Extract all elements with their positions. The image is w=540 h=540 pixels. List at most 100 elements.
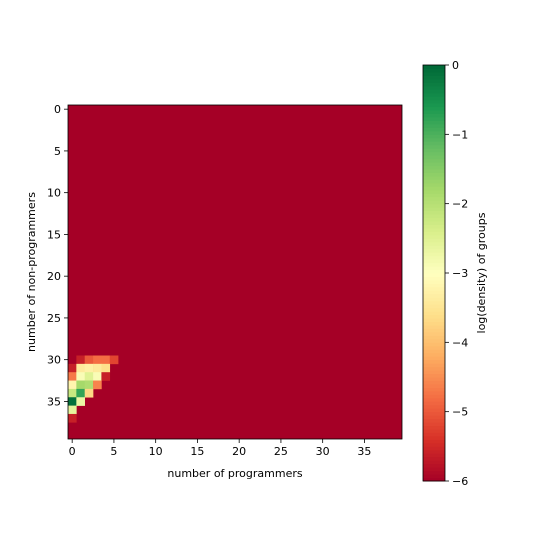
y-tick-label: 35	[47, 395, 61, 408]
colorbar-segment	[423, 331, 445, 336]
colorbar-segment	[423, 259, 445, 264]
colorbar-segment	[423, 470, 445, 475]
colorbar-tick-label: −5	[452, 406, 468, 419]
colorbar-label: log(density) of groups	[475, 212, 488, 333]
colorbar-segment	[423, 283, 445, 288]
colorbar-segment	[423, 241, 445, 246]
heatmap	[67, 104, 403, 440]
colorbar-segment	[423, 127, 445, 132]
colorbar-segment	[423, 373, 445, 378]
heatmap-cell	[109, 355, 119, 365]
colorbar-segment	[423, 110, 445, 115]
colorbar-segment	[423, 65, 445, 69]
heatmap-cell	[93, 355, 102, 365]
colorbar-segment	[423, 134, 445, 139]
colorbar-segment	[423, 172, 445, 177]
y-tick-label: 25	[47, 312, 61, 325]
colorbar-segment	[423, 158, 445, 163]
y-tick-label: 10	[47, 187, 61, 200]
colorbar-segment	[423, 193, 445, 198]
heatmap-cell	[84, 388, 94, 398]
heatmap-cell	[84, 355, 94, 365]
colorbar-segment	[423, 363, 445, 368]
colorbar-segment	[423, 297, 445, 302]
heatmap-cell	[84, 380, 94, 390]
colorbar-segment	[423, 349, 445, 354]
colorbar-segment	[423, 342, 445, 347]
colorbar-tick-label: −3	[452, 267, 468, 280]
colorbar-segment	[423, 356, 445, 361]
colorbar-segment	[423, 210, 445, 215]
heatmap-cell	[84, 363, 94, 373]
colorbar-segment	[423, 377, 445, 381]
x-tick-label: 5	[110, 445, 117, 458]
heatmap-cell	[68, 388, 77, 398]
colorbar-segment	[423, 123, 445, 128]
colorbar-segment	[423, 71, 445, 76]
heatmap-cell	[68, 413, 77, 423]
colorbar-segment	[423, 99, 445, 104]
colorbar-segment	[423, 449, 445, 454]
heatmap-cell	[101, 355, 111, 365]
colorbar-segment	[423, 439, 445, 444]
colorbar-segment	[423, 227, 445, 232]
colorbar-segment	[423, 401, 445, 406]
colorbar-segment	[423, 415, 445, 420]
colorbar-segment	[423, 92, 445, 97]
colorbar-tick-label: 0	[452, 59, 459, 72]
colorbar-segment	[423, 148, 445, 153]
colorbar-segment	[423, 151, 445, 156]
colorbar-segment	[423, 75, 445, 80]
colorbar-segment	[423, 144, 445, 149]
colorbar-segment	[423, 276, 445, 281]
colorbar-tick-label: −2	[452, 198, 468, 211]
colorbar-segment	[423, 435, 445, 440]
colorbar-segment	[423, 425, 445, 430]
y-tick-label: 15	[47, 228, 61, 241]
colorbar-segment	[423, 165, 445, 170]
heatmap-cell	[93, 372, 102, 381]
colorbar-tick-label: −4	[452, 336, 468, 349]
colorbar-segment	[423, 314, 445, 319]
heatmap-cell	[76, 397, 85, 406]
colorbar-segment	[423, 300, 445, 305]
colorbar-segment	[423, 304, 445, 309]
colorbar-segment	[423, 96, 445, 101]
colorbar-segment	[423, 293, 445, 298]
colorbar-segment	[423, 335, 445, 340]
colorbar-segment	[423, 106, 445, 111]
colorbar-segment	[423, 394, 445, 399]
colorbar-segment	[423, 380, 445, 385]
colorbar-segment	[423, 248, 445, 253]
colorbar-segment	[423, 467, 445, 472]
colorbar-segment	[423, 162, 445, 167]
heatmap-cell	[76, 372, 85, 381]
colorbar-segment	[423, 214, 445, 219]
heatmap-cell	[76, 363, 85, 373]
colorbar-segment	[423, 175, 445, 180]
colorbar-segment	[423, 217, 445, 222]
y-axis: 0 5 10 15 20 25 30 35	[47, 103, 68, 408]
colorbar-segment	[423, 477, 445, 482]
colorbar-segment	[423, 186, 445, 191]
heatmap-cell	[68, 355, 77, 365]
colorbar-segment	[423, 189, 445, 194]
colorbar-segment	[423, 446, 445, 451]
colorbar-segment	[423, 137, 445, 142]
colorbar-segment	[423, 345, 445, 350]
heatmap-cell	[101, 363, 111, 373]
colorbar-segment	[423, 207, 445, 212]
y-tick-label: 5	[54, 145, 61, 158]
colorbar-segment	[423, 113, 445, 118]
heatmap-cell	[68, 405, 77, 415]
colorbar-segment	[423, 269, 445, 274]
colorbar-segment	[423, 203, 445, 208]
colorbar-segment	[423, 397, 445, 402]
plot-frame	[67, 104, 403, 440]
heatmap-cell	[84, 372, 94, 381]
colorbar-segment	[423, 200, 445, 205]
colorbar-segment	[423, 370, 445, 375]
heatmap-cell	[101, 372, 111, 381]
colorbar-segment	[423, 404, 445, 409]
colorbar-segment	[423, 252, 445, 257]
